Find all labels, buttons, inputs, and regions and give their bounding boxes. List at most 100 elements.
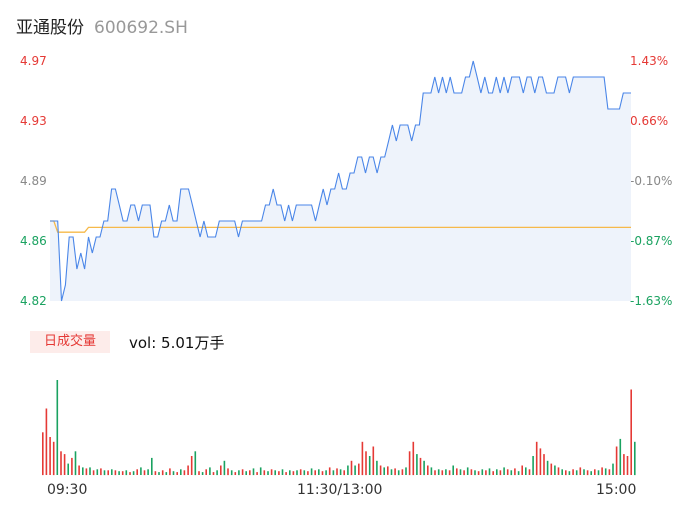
volume-bar bbox=[485, 470, 487, 476]
volume-bar bbox=[245, 471, 247, 475]
volume-bar bbox=[103, 470, 106, 476]
y-tick-left-0: 4.97 bbox=[20, 54, 47, 68]
volume-bar bbox=[332, 470, 335, 476]
volume-bar bbox=[223, 460, 226, 476]
volume-bar bbox=[347, 465, 349, 475]
volume-bar bbox=[470, 469, 473, 475]
volume-bar bbox=[612, 463, 614, 475]
volume-bar bbox=[201, 472, 204, 475]
volume-bar bbox=[165, 472, 168, 475]
volume-bar bbox=[125, 470, 128, 476]
volume-bar bbox=[579, 467, 582, 475]
y-tick-left-2: 4.89 bbox=[20, 174, 47, 188]
volume-bar bbox=[230, 470, 233, 476]
volume-bar bbox=[140, 467, 142, 475]
avg-price-line bbox=[50, 220, 631, 233]
volume-bar bbox=[292, 471, 295, 475]
volume-bar bbox=[263, 470, 266, 476]
volume-bar bbox=[314, 470, 316, 476]
volume-bar bbox=[281, 469, 284, 475]
volume-bar bbox=[601, 467, 603, 475]
volume-bar bbox=[183, 470, 186, 476]
volume-bar bbox=[198, 471, 200, 475]
stock-title: 亚通股份 600692.SH bbox=[16, 13, 188, 38]
volume-bar bbox=[452, 465, 454, 475]
volume-bar bbox=[376, 460, 378, 476]
volume-bar bbox=[96, 469, 99, 475]
y-tick-right-2: -0.10% bbox=[630, 174, 673, 188]
volume-bar bbox=[136, 469, 138, 475]
volume-bar bbox=[63, 454, 66, 475]
volume-bar bbox=[492, 471, 494, 475]
volume-bar bbox=[303, 470, 306, 476]
volume-bar bbox=[368, 456, 371, 475]
volume-bar bbox=[408, 451, 411, 476]
volume-bar bbox=[397, 470, 400, 476]
volume-bar bbox=[427, 465, 429, 475]
volume-bar bbox=[67, 463, 69, 475]
y-tick-left-4: 4.82 bbox=[20, 294, 47, 308]
volume-bar bbox=[234, 472, 237, 475]
volume-bar bbox=[318, 469, 320, 475]
x-tick-close: 15:00 bbox=[596, 482, 637, 498]
volume-bar bbox=[365, 451, 367, 476]
volume-bar bbox=[557, 467, 560, 475]
volume-bar bbox=[405, 467, 407, 475]
volume-bar bbox=[172, 471, 175, 475]
volume-bar bbox=[466, 467, 469, 475]
volume-bar bbox=[205, 469, 207, 475]
volume-bar bbox=[216, 470, 218, 476]
volume-bar bbox=[74, 451, 77, 476]
volume-bar bbox=[343, 470, 345, 476]
volume-bar bbox=[187, 465, 189, 475]
volume-bar bbox=[296, 470, 298, 476]
price-line bbox=[50, 60, 631, 302]
volume-bar bbox=[441, 470, 444, 476]
volume-bar bbox=[299, 469, 302, 475]
volume-bar bbox=[550, 463, 553, 475]
volume-bar bbox=[100, 468, 102, 476]
volume-tag: 日成交量 bbox=[30, 331, 110, 353]
volume-bar bbox=[151, 457, 153, 475]
volume-bar bbox=[361, 441, 364, 476]
volume-bar bbox=[546, 460, 549, 476]
volume-bar bbox=[597, 470, 600, 476]
volume-bar bbox=[459, 469, 462, 475]
volume-bar bbox=[575, 470, 578, 476]
volume-bar bbox=[78, 465, 80, 475]
volume-bar bbox=[630, 389, 632, 475]
volume-bar bbox=[238, 470, 240, 476]
volume-bar bbox=[154, 471, 157, 475]
volume-bar bbox=[437, 469, 440, 475]
volume-bar bbox=[634, 441, 636, 476]
volume-bar bbox=[568, 471, 571, 475]
y-tick-right-3: -0.87% bbox=[630, 234, 673, 248]
volume-bar bbox=[561, 469, 563, 475]
volume-bar bbox=[143, 470, 146, 476]
volume-bars bbox=[42, 380, 636, 476]
volume-bar bbox=[448, 470, 451, 476]
stock-code: 600692.SH bbox=[94, 18, 188, 38]
volume-bar bbox=[194, 451, 197, 476]
volume-bar bbox=[477, 471, 480, 475]
volume-bar bbox=[107, 470, 109, 476]
y-tick-left-1: 4.93 bbox=[20, 114, 47, 128]
volume-bar bbox=[372, 446, 375, 475]
volume-bar bbox=[572, 469, 574, 475]
volume-bar bbox=[423, 460, 425, 476]
y-tick-right-1: 0.66% bbox=[630, 114, 669, 128]
volume-bar bbox=[626, 456, 629, 475]
volume-bar bbox=[220, 465, 222, 475]
volume-bar bbox=[554, 465, 556, 475]
y-tick-right-4: -1.63% bbox=[630, 294, 673, 308]
volume-bar bbox=[118, 471, 120, 475]
volume-bar bbox=[379, 465, 382, 475]
x-tick-midday: 11:30/13:00 bbox=[297, 482, 383, 498]
volume-bar bbox=[71, 457, 73, 475]
volume-bar bbox=[387, 466, 389, 475]
volume-bar bbox=[121, 471, 124, 475]
volume-bar bbox=[528, 469, 531, 475]
volume-bar bbox=[114, 470, 117, 476]
volume-bar bbox=[488, 468, 491, 476]
